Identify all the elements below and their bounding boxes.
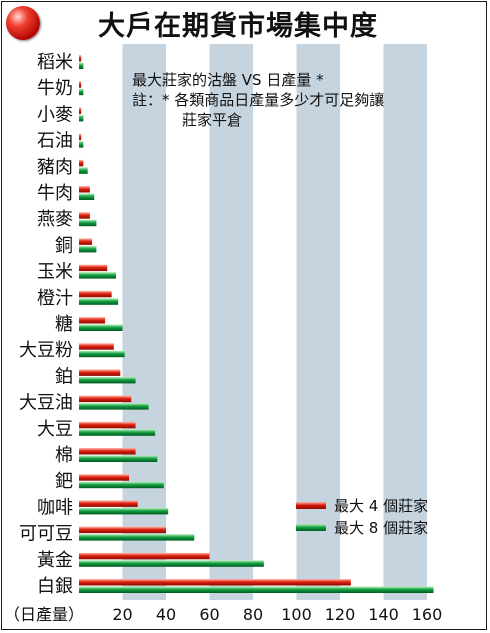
category-label: 咖啡 <box>37 497 73 518</box>
bars <box>79 55 434 593</box>
legend-item-top4: 最大 4 個莊家 <box>296 494 428 516</box>
category-label: 鈀 <box>55 471 73 492</box>
chart-note: 最大莊家的沽盤 VS 日產量 * 註：* 各類商品日產量多少才可足夠讓 莊家平倉 <box>132 70 384 130</box>
x-tick-label: 40 <box>156 605 176 624</box>
note-line-2: 註：* 各類商品日產量多少才可足夠讓 <box>132 91 385 109</box>
bar-top4 <box>79 343 114 350</box>
bar-top4 <box>79 264 108 272</box>
bar-top4 <box>79 448 136 455</box>
bar-top8 <box>79 219 97 227</box>
bar-top4 <box>79 107 82 114</box>
bar-top8 <box>79 560 264 567</box>
bar-top8 <box>79 586 434 593</box>
bar-top4 <box>79 474 130 481</box>
bar-top8 <box>79 141 84 148</box>
bar-top4 <box>79 500 138 507</box>
category-label: 燕麥 <box>37 209 73 230</box>
x-tick-label: 120 <box>325 605 356 624</box>
grid-band <box>209 44 253 600</box>
x-tick-labels: 20 40 60 80 100 120 140 160 <box>112 605 442 624</box>
legend-item-top8: 最大 8 個莊家 <box>296 516 428 538</box>
bar-top8 <box>79 245 97 253</box>
category-label: 大豆 <box>37 419 73 440</box>
category-label: 豬肉 <box>37 157 73 178</box>
bar-top4 <box>79 290 112 298</box>
page-title: 大戶在期貨市場集中度 <box>98 11 378 42</box>
bar-top8 <box>79 88 84 96</box>
x-tick-label: 80 <box>243 605 263 624</box>
legend-swatch-red <box>296 501 326 509</box>
category-label: 可可豆 <box>19 524 73 545</box>
bar-top4 <box>79 55 82 62</box>
bar-top4 <box>79 526 166 534</box>
category-label: 小麥 <box>37 104 73 125</box>
bar-top8 <box>79 507 169 515</box>
grid-band <box>383 44 427 600</box>
bar-top4 <box>79 395 132 403</box>
bar-top8 <box>79 403 149 410</box>
x-tick-label: 160 <box>412 605 443 624</box>
bar-top4 <box>79 369 121 376</box>
grid-band <box>122 44 166 600</box>
x-tick-label: 60 <box>199 605 219 624</box>
bar-top8 <box>79 350 125 358</box>
category-label: 石油 <box>37 131 73 152</box>
bar-top8 <box>79 534 195 541</box>
legend-label-top8: 最大 8 個莊家 <box>334 518 429 537</box>
category-label: 牛肉 <box>37 183 73 204</box>
legend-swatch-green <box>296 523 326 531</box>
bar-top4 <box>79 238 93 245</box>
x-axis-label: （日產量） <box>4 605 84 624</box>
category-label: 稻米 <box>37 52 73 73</box>
bar-top4 <box>79 421 136 429</box>
bar-top4 <box>79 579 351 586</box>
category-label: 大豆粉 <box>19 340 73 361</box>
category-label: 白銀 <box>37 576 73 597</box>
bar-top8 <box>79 324 123 331</box>
category-label: 糖 <box>55 314 73 335</box>
bar-top8 <box>79 455 158 462</box>
bar-top8 <box>79 481 164 489</box>
bar-top4 <box>79 317 106 324</box>
bar-top8 <box>79 114 84 122</box>
bar-top4 <box>79 81 82 88</box>
bar-top8 <box>79 298 119 305</box>
category-label: 鉑 <box>55 366 73 387</box>
category-label: 玉米 <box>37 262 73 283</box>
bar-top8 <box>79 167 88 174</box>
bar-top8 <box>79 429 156 436</box>
bar-top8 <box>79 272 116 279</box>
bar-top4 <box>79 159 84 167</box>
category-label: 棉 <box>55 445 73 466</box>
red-ball-icon <box>6 6 40 40</box>
note-line-3: 莊家平倉 <box>182 111 243 129</box>
bar-top8 <box>79 193 95 200</box>
category-label: 銅 <box>55 235 73 256</box>
note-line-1: 最大莊家的沽盤 VS 日產量 * <box>132 71 324 89</box>
bar-top4 <box>79 133 82 141</box>
bar-top4 <box>79 552 210 560</box>
bar-top4 <box>79 186 90 193</box>
x-tick-label: 100 <box>281 605 312 624</box>
bar-top4 <box>79 212 90 219</box>
bar-top8 <box>79 62 84 69</box>
x-tick-label: 20 <box>112 605 132 624</box>
legend: 最大 4 個莊家 最大 8 個莊家 <box>296 494 428 538</box>
bar-top8 <box>79 376 136 384</box>
legend-label-top4: 最大 4 個莊家 <box>334 496 429 515</box>
category-label: 黃金 <box>37 550 73 571</box>
category-label: 大豆油 <box>19 393 73 414</box>
category-label: 牛奶 <box>37 78 73 99</box>
title-bar: 大戶在期貨市場集中度 <box>2 2 486 42</box>
category-label: 橙汁 <box>37 288 73 309</box>
x-tick-label: 140 <box>368 605 399 624</box>
